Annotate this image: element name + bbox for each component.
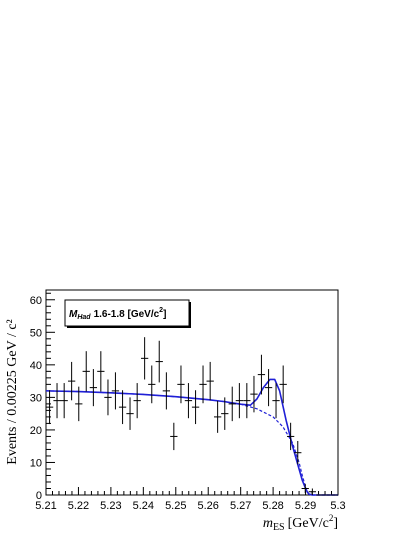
data-point [257, 354, 266, 395]
data-point [191, 390, 200, 425]
data-point [279, 365, 287, 404]
data-point [250, 375, 258, 413]
data-point [170, 422, 178, 451]
data-point [60, 383, 68, 419]
data-point [67, 361, 76, 401]
data-point [272, 383, 280, 419]
data-point [89, 369, 98, 407]
data-point [75, 386, 83, 422]
x-tick-label: 5.3 [330, 500, 345, 512]
x-tick-label: 5.22 [68, 500, 89, 512]
data-point [148, 365, 156, 404]
data-point [308, 488, 317, 495]
data-point [53, 383, 61, 419]
x-tick-label: 5.28 [262, 500, 283, 512]
x-axis-title: mES [GeV/c2] [263, 513, 338, 533]
data-points [45, 337, 339, 496]
data-point [140, 337, 149, 380]
y-tick-label: 50 [30, 327, 42, 339]
x-tick-label: 5.25 [165, 500, 186, 512]
legend-box: MHad 1.6-1.8 [GeV/c2] [64, 299, 191, 328]
data-point [184, 383, 193, 419]
data-point [111, 372, 120, 410]
plot-frame [45, 289, 339, 496]
legend-label: MHad 1.6-1.8 [GeV/c2] [69, 307, 166, 321]
data-point [177, 365, 185, 404]
y-axis: 0 10 20 30 40 50 60 [30, 292, 55, 502]
data-point [155, 340, 163, 383]
data-point [286, 422, 295, 451]
x-tick-label: 5.26 [198, 500, 219, 512]
data-point [82, 351, 90, 392]
x-tick-label: 5.21 [35, 500, 56, 512]
data-point [228, 386, 236, 422]
legend-shadow-bottom [67, 326, 191, 328]
data-point [264, 369, 273, 407]
legend-shadow-right [189, 302, 191, 328]
x-tick-label: 5.27 [230, 500, 251, 512]
data-point [206, 361, 214, 401]
y-tick-label: 40 [30, 360, 42, 372]
data-point [221, 397, 229, 430]
data-point [133, 383, 141, 419]
data-point [301, 483, 309, 494]
x-tick-label: 5.29 [295, 500, 316, 512]
data-point [213, 400, 222, 433]
data-point [97, 351, 105, 392]
fit-curves [45, 378, 338, 496]
background-fit-curve [45, 390, 338, 496]
data-point [104, 379, 112, 416]
data-point [235, 383, 244, 419]
data-point [162, 372, 171, 410]
total-fit-curve [45, 378, 338, 496]
data-point [126, 397, 134, 430]
x-axis: 5.21 5.22 5.23 5.24 5.25 5.26 5.27 5.28 5.29 5.3 [35, 487, 346, 512]
data-point [118, 390, 127, 425]
data-point [294, 440, 302, 465]
y-tick-label: 60 [30, 295, 42, 307]
y-axis-title: Events / 0.00225 GeV / c² [5, 319, 20, 464]
x-tick-label: 5.23 [100, 500, 121, 512]
y-tick-label: 20 [30, 425, 42, 437]
data-point [45, 390, 54, 425]
y-tick-label: 0 [36, 490, 42, 502]
data-point [199, 365, 207, 404]
x-tick-label: 5.24 [133, 500, 154, 512]
y-tick-label: 10 [30, 457, 42, 469]
data-point [243, 383, 251, 419]
y-tick-label: 30 [30, 392, 42, 404]
